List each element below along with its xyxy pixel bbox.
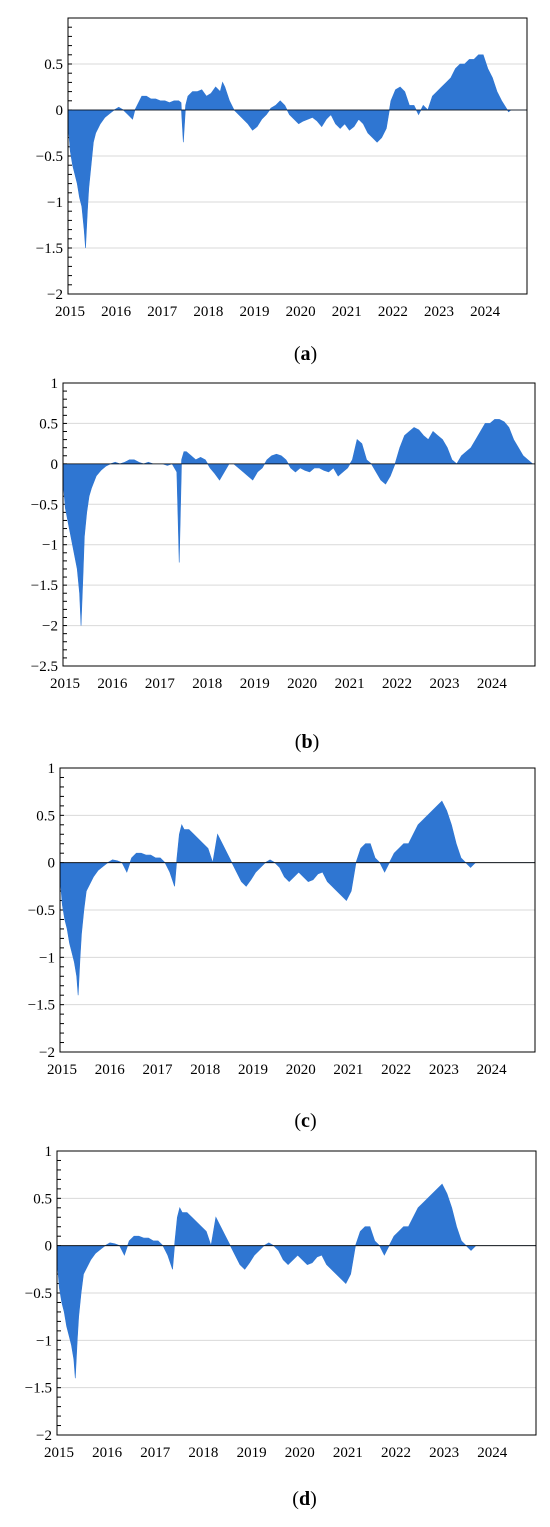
x-tick-label: 2016: [95, 1062, 126, 1078]
x-tick-label: 2022: [381, 1445, 411, 1461]
y-tick-label: −1: [42, 538, 58, 554]
chart-panel-a: −2 −1.5 −1 −0.5 0 0.5 2015 2016 2017 2018 2019 2020…: [36, 17, 528, 365]
y-tick-label: 0: [45, 1239, 53, 1255]
x-tick-label: 2019: [238, 1062, 268, 1078]
area-series-d: [56, 1183, 536, 1379]
chart-panel-d: −2 −1.5 −1 −0.5 0 0.5 1 2015 2016 2017 2018 2019 202…: [25, 1144, 537, 1510]
x-tick-label: 2021: [335, 676, 365, 692]
y-tick-label: 0.5: [39, 416, 58, 432]
x-tick-label: 2022: [382, 676, 412, 692]
x-tick-label: 2021: [333, 1445, 363, 1461]
x-tick-label: 2024: [477, 676, 508, 692]
panel-caption: (b): [295, 731, 319, 753]
x-tick-label: 2024: [477, 1445, 508, 1461]
plot-frame: [62, 382, 536, 667]
x-tick-label: 2018: [188, 1445, 218, 1461]
x-tick-label: 2016: [92, 1445, 123, 1461]
x-tick-label: 2020: [286, 304, 316, 320]
y-tick-label: 0.5: [33, 1191, 52, 1207]
panel-caption-letter: c: [301, 1110, 310, 1132]
x-tick-label: 2020: [287, 676, 317, 692]
panel-caption-letter: b: [301, 731, 312, 753]
y-tick-label: −0.5: [31, 497, 58, 513]
x-tick-label: 2022: [381, 1062, 411, 1078]
y-tick-label: 1: [48, 761, 56, 777]
x-tick-label: 2019: [240, 304, 270, 320]
y-tick-label: −2: [47, 287, 63, 303]
x-tick-label: 2019: [237, 1445, 267, 1461]
x-tick-label: 2018: [190, 1062, 220, 1078]
y-tick-label: −1: [47, 195, 63, 211]
y-tick-label: −1: [36, 1333, 52, 1349]
y-tick-label: −0.5: [28, 903, 55, 919]
x-tick-label: 2015: [44, 1445, 74, 1461]
y-tick-label: 0: [56, 103, 64, 119]
x-tick-label: 2015: [47, 1062, 77, 1078]
chart-panel-b: −2.5 −2 −1.5 −1 −0.5 0 0.5 1 2015 2016 2017 2018 201…: [31, 376, 536, 753]
panel-caption: (c): [294, 1110, 316, 1132]
y-tick-label: −0.5: [36, 149, 63, 165]
x-tick-label: 2017: [147, 304, 178, 320]
y-tick-label: 0.5: [44, 57, 63, 73]
panel-caption: (a): [294, 343, 317, 365]
y-tick-label: 1: [51, 376, 59, 392]
y-tick-label: −2: [39, 1045, 55, 1061]
chart-panel-c: −2 −1.5 −1 −0.5 0 0.5 1 2015 2016 2017 2018 2019 202…: [28, 761, 536, 1132]
area-series-c: [59, 800, 535, 996]
x-tick-label: 2017: [145, 676, 176, 692]
x-tick-label: 2023: [429, 1062, 459, 1078]
x-tick-label: 2018: [193, 304, 223, 320]
x-tick-label: 2020: [286, 1062, 316, 1078]
y-tick-label: −0.5: [25, 1286, 52, 1302]
y-tick-label: −2: [42, 619, 58, 635]
y-tick-label: 0: [51, 457, 59, 473]
x-tick-label: 2017: [142, 1062, 173, 1078]
y-tick-label: 0: [48, 856, 56, 872]
x-tick-label: 2018: [192, 676, 222, 692]
x-tick-label: 2023: [429, 1445, 459, 1461]
y-tick-label: −1.5: [28, 998, 55, 1014]
x-tick-label: 2021: [332, 304, 362, 320]
plot-frame: [67, 17, 528, 295]
y-tick-label: −1.5: [25, 1381, 52, 1397]
y-tick-label: 0.5: [36, 808, 55, 824]
plot-frame: [56, 1150, 537, 1436]
area-series-a: [67, 54, 527, 249]
x-tick-label: 2016: [97, 676, 128, 692]
y-tick-label: −1: [39, 950, 55, 966]
x-tick-label: 2024: [477, 1062, 508, 1078]
x-tick-label: 2021: [333, 1062, 363, 1078]
x-tick-label: 2015: [55, 304, 85, 320]
plot-frame: [59, 767, 536, 1053]
y-tick-label: −1.5: [31, 578, 58, 594]
area-series-b: [62, 419, 535, 626]
x-tick-label: 2023: [429, 676, 459, 692]
x-tick-label: 2024: [470, 304, 501, 320]
panel-caption-letter: a: [301, 343, 311, 365]
y-tick-label: 1: [45, 1144, 53, 1160]
x-tick-label: 2023: [424, 304, 454, 320]
x-tick-label: 2019: [240, 676, 270, 692]
x-tick-label: 2022: [378, 304, 408, 320]
x-tick-label: 2017: [140, 1445, 171, 1461]
y-tick-label: −2: [36, 1428, 52, 1444]
y-tick-label: −1.5: [36, 241, 63, 257]
y-tick-label: −2.5: [31, 659, 58, 675]
x-tick-label: 2015: [50, 676, 80, 692]
x-tick-label: 2020: [285, 1445, 315, 1461]
panel-caption-letter: d: [299, 1488, 310, 1510]
x-tick-label: 2016: [101, 304, 132, 320]
panel-caption: (d): [292, 1488, 316, 1510]
